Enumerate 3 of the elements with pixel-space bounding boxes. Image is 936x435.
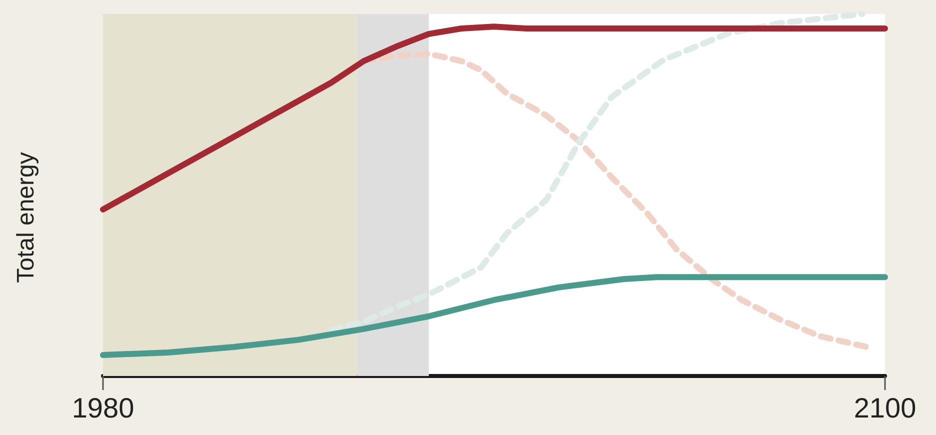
y-axis-title: Total energy (12, 152, 40, 283)
x-tick-label: 2100 (854, 392, 916, 424)
x-tick-label: 1980 (72, 392, 134, 424)
